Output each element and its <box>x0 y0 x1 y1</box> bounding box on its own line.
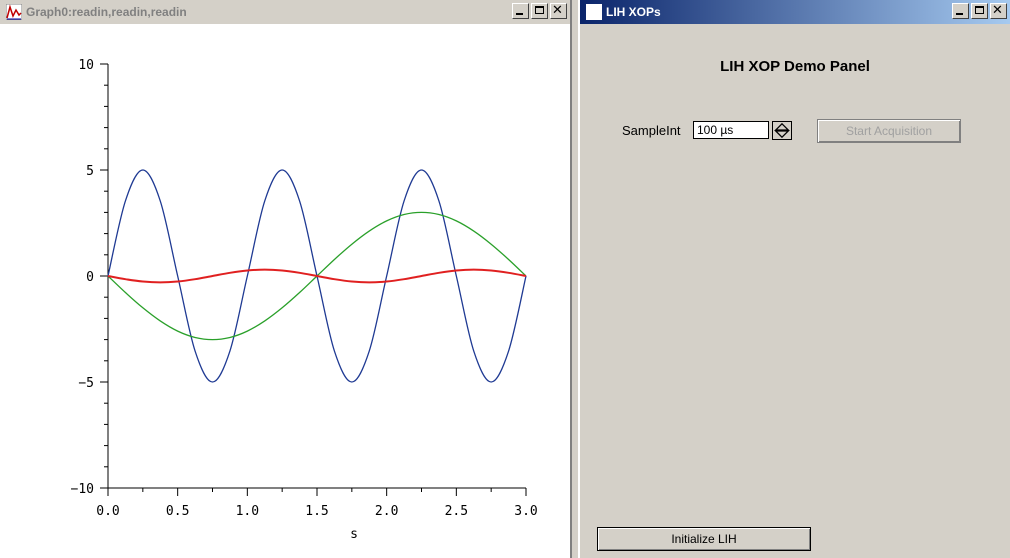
x-tick-label: 1.5 <box>305 504 328 519</box>
x-tick-label: 2.5 <box>445 504 468 519</box>
close-icon[interactable]: ✕ <box>550 3 567 19</box>
x-tick-label: 2.0 <box>375 504 398 519</box>
y-tick-label: 0 <box>86 270 94 285</box>
x-axis-label: s <box>350 527 358 542</box>
initialize-lih-button[interactable]: Initialize LIH <box>597 527 811 551</box>
stepper-arrows-icon[interactable] <box>772 121 792 140</box>
y-tick-label: 10 <box>78 58 94 73</box>
graph-window-title: Graph0:readin,readin,readin <box>26 5 187 19</box>
panel-titlebar[interactable]: LIH XOPs ✕ <box>580 0 1010 24</box>
panel-window-title: LIH XOPs <box>606 5 661 19</box>
x-tick-label: 3.0 <box>514 504 537 519</box>
x-tick-label: 1.0 <box>236 504 259 519</box>
maximize-icon[interactable] <box>971 3 988 19</box>
minimize-icon[interactable] <box>952 3 969 19</box>
close-icon[interactable]: ✕ <box>990 3 1007 19</box>
graph-plot[interactable]: 0.0 0.5 1.0 1.5 2.0 2.5 3.0 10 5 0 −5 −10 s <box>0 24 570 558</box>
graph-titlebar[interactable]: Graph0:readin,readin,readin ✕ <box>0 0 570 24</box>
window-icon <box>586 4 602 20</box>
sample-interval-label: SampleInt <box>622 123 681 138</box>
panel-window: LIH XOPs ✕ LIH XOP Demo Panel SampleInt … <box>578 0 1010 558</box>
x-tick-label: 0.0 <box>96 504 119 519</box>
graph-icon <box>6 4 22 20</box>
y-tick-label: 5 <box>86 164 94 179</box>
y-tick-label: −10 <box>71 482 94 497</box>
x-tick-label: 0.5 <box>166 504 189 519</box>
graph-window: Graph0:readin,readin,readin ✕ 0.0 0.5 1.0 1… <box>0 0 572 558</box>
start-acquisition-button[interactable]: Start Acquisition <box>817 119 961 143</box>
maximize-icon[interactable] <box>531 3 548 19</box>
minimize-icon[interactable] <box>512 3 529 19</box>
y-tick-label: −5 <box>78 376 94 391</box>
panel-heading: LIH XOP Demo Panel <box>720 58 870 75</box>
sample-interval-input[interactable]: 100 µs <box>693 121 769 139</box>
series-3-line <box>107 268 527 284</box>
